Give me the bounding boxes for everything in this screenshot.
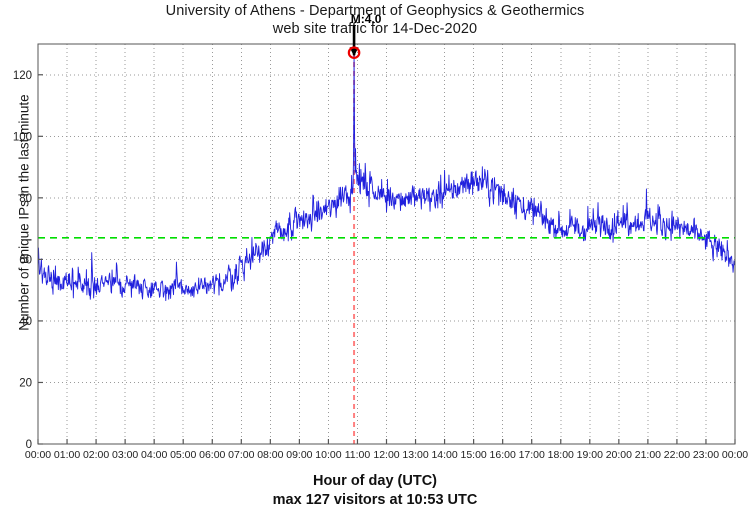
x-tick-label: 18:00: [548, 449, 574, 461]
x-tick-label: 17:00: [519, 449, 545, 461]
chart-footer: Hour of day (UTC) max 127 visitors at 10…: [0, 472, 750, 510]
traffic-series-line: [37, 52, 736, 302]
y-tick-label: 0: [26, 439, 32, 451]
y-tick-label: 80: [19, 193, 32, 205]
x-tick-label: 12:00: [373, 449, 399, 461]
x-tick-label: 00:00: [722, 449, 748, 461]
x-tick-label: 11:00: [345, 449, 371, 461]
chart-title: University of Athens - Department of Geo…: [0, 2, 750, 38]
x-tick-label: 16:00: [490, 449, 516, 461]
x-tick-label: 04:00: [141, 449, 167, 461]
x-tick-label: 00:00: [25, 449, 51, 461]
x-tick-label: 22:00: [664, 449, 690, 461]
x-tick-label: 13:00: [402, 449, 428, 461]
x-tick-label: 10:00: [315, 449, 341, 461]
chart-title-line-2: web site traffic for 14-Dec-2020: [272, 21, 478, 37]
x-tick-label: 06:00: [199, 449, 225, 461]
y-tick-label: 40: [19, 316, 32, 328]
x-tick-label: 14:00: [431, 449, 457, 461]
x-tick-label: 05:00: [170, 449, 196, 461]
x-tick-label: 21:00: [635, 449, 661, 461]
x-tick-label: 09:00: [286, 449, 312, 461]
x-tick-label: 20:00: [606, 449, 632, 461]
magnitude-marker-icon: [347, 46, 361, 60]
x-tick-label: 03:00: [112, 449, 138, 461]
y-tick-label: 20: [19, 377, 32, 389]
x-tick-label: 02:00: [83, 449, 109, 461]
y-tick-label: 120: [13, 70, 32, 82]
y-tick-label: 60: [19, 254, 32, 266]
chart-title-line-1: University of Athens - Department of Geo…: [165, 3, 585, 19]
x-axis-label: Hour of day (UTC): [312, 473, 438, 489]
y-tick-label: 100: [13, 131, 32, 143]
magnitude-label: M:4.0: [351, 12, 382, 26]
x-tick-label: 23:00: [693, 449, 719, 461]
max-visitors-caption: max 127 visitors at 10:53 UTC: [272, 492, 478, 508]
x-tick-label: 08:00: [257, 449, 283, 461]
x-tick-label: 19:00: [577, 449, 603, 461]
x-tick-label: 01:00: [54, 449, 80, 461]
annotation-arrow-head: [349, 47, 359, 57]
x-tick-label: 07:00: [228, 449, 254, 461]
x-tick-label: 15:00: [460, 449, 486, 461]
